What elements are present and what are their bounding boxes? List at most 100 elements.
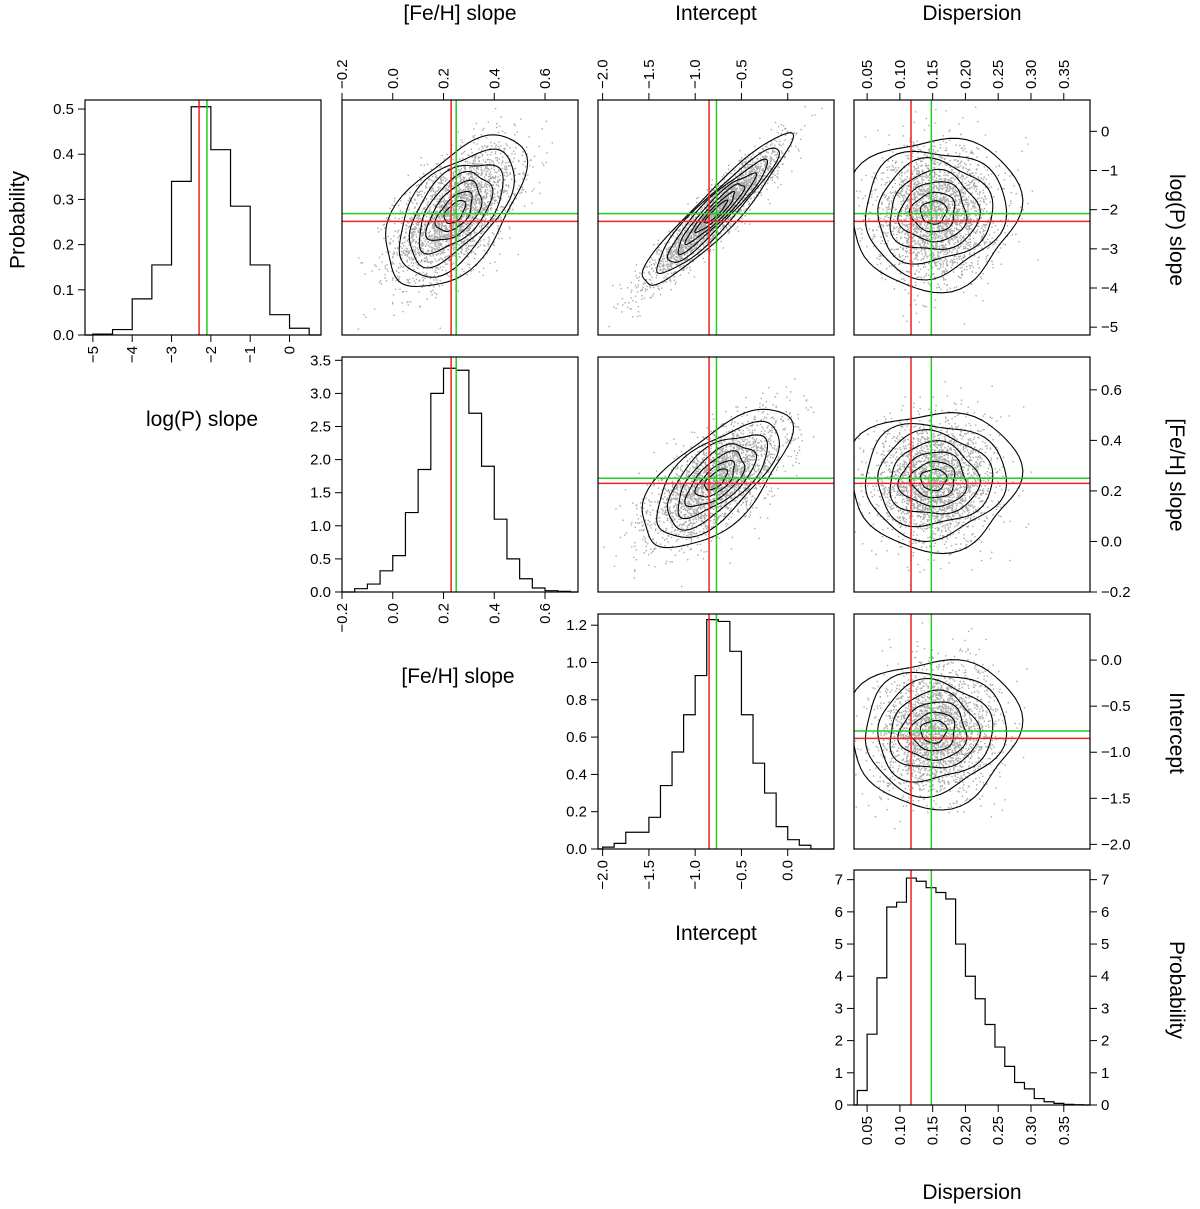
scatter-point: [480, 213, 482, 216]
scatter-point: [668, 265, 671, 268]
scatter-point: [475, 201, 477, 203]
scatter-point: [461, 217, 463, 219]
scatter-point: [438, 182, 440, 184]
scatter-point: [690, 236, 693, 238]
scatter-point: [436, 233, 439, 235]
hist-dispersion-ytick-label: 4: [835, 968, 843, 985]
scatter-point: [757, 165, 759, 168]
scatter-point: [700, 248, 702, 251]
scatter-point: [673, 276, 676, 278]
scatter-point: [432, 224, 434, 226]
scatter-point: [746, 180, 748, 182]
scatter-point: [440, 196, 443, 198]
scatter-point: [475, 163, 477, 165]
scatter-point: [621, 311, 623, 313]
scatter-point: [374, 264, 376, 266]
scatter-point: [411, 233, 414, 235]
scatter-point: [514, 124, 517, 127]
scatter-point: [730, 196, 733, 198]
scatter-point: [357, 328, 360, 330]
scatter-point: [470, 148, 472, 150]
scatter-point: [481, 198, 484, 201]
scatter-point: [719, 201, 722, 204]
scatter-point: [497, 228, 499, 230]
scatter-point: [673, 245, 675, 248]
scatter-point: [729, 225, 732, 228]
scatter-point: [728, 195, 730, 197]
scatter-point: [462, 242, 465, 244]
scatter-point: [654, 259, 656, 261]
scatter-point: [434, 198, 436, 201]
scatter-point: [485, 217, 487, 220]
scatter-point: [699, 206, 702, 208]
scatter-point: [460, 241, 463, 243]
scatter-point: [474, 157, 476, 159]
scatter-point: [725, 196, 728, 198]
scatter-point: [709, 219, 712, 221]
scatter-point: [441, 193, 443, 195]
scatter-point: [531, 202, 533, 204]
scatter-point: [420, 239, 422, 242]
scatter-point: [441, 251, 443, 253]
scatter-point: [752, 167, 754, 169]
scatter-point: [499, 189, 502, 192]
scatter-point: [779, 144, 781, 146]
scatter-point: [415, 278, 418, 281]
scatter-point: [378, 281, 381, 284]
scatter-point: [532, 166, 534, 168]
scatter-point: [469, 162, 471, 164]
scatter-point: [759, 187, 762, 189]
scatter-point: [440, 204, 442, 207]
scatter-point: [679, 258, 681, 260]
scatter-point: [678, 266, 681, 269]
scatter-point: [459, 169, 461, 171]
scatter-point: [771, 143, 773, 145]
scatter-point: [434, 216, 436, 219]
scatter-point: [678, 249, 680, 252]
scatter-point: [496, 156, 499, 159]
scatter-point: [469, 207, 471, 210]
scatter-point: [713, 211, 715, 213]
scatter-point: [490, 176, 492, 179]
scatter-point: [425, 182, 428, 184]
scatter-point: [737, 178, 739, 180]
scatter-point: [725, 188, 727, 190]
scatter-point: [748, 163, 751, 166]
scatter-point: [473, 168, 475, 170]
scatter-point: [473, 128, 475, 130]
scatter-point: [751, 163, 753, 166]
scatter-point: [501, 130, 504, 132]
scatter-point: [770, 128, 772, 131]
scatter-point: [439, 236, 442, 238]
scatter-point: [390, 238, 392, 240]
scatter-point: [737, 230, 740, 232]
scatter-point: [458, 222, 461, 225]
scatter-point: [406, 255, 408, 257]
hist-fe-h-slope-xtick-label: −0.2: [334, 603, 351, 633]
scatter-point: [456, 224, 459, 226]
scatter-point: [499, 192, 502, 195]
scatter-point: [692, 223, 695, 225]
scatter-point: [440, 226, 443, 228]
scatter-point: [513, 139, 515, 142]
scatter-point: [443, 209, 445, 211]
scatter-point: [485, 174, 487, 176]
scatter-point: [431, 186, 433, 189]
hist-intercept-ytick-label: 0.0: [566, 841, 587, 858]
scatter-point: [681, 269, 684, 272]
scatter-point: [493, 214, 495, 217]
scatter-point: [727, 191, 729, 194]
scatter-point: [439, 187, 441, 189]
scatter-point: [447, 259, 450, 261]
scatter-point: [443, 204, 445, 207]
scatter-point: [496, 159, 498, 161]
scatter-point: [642, 286, 644, 289]
scatter-point: [786, 131, 789, 134]
scatter-point: [746, 194, 748, 196]
scatter-point: [665, 253, 668, 256]
scatter-point: [433, 236, 435, 238]
scatter-point: [416, 247, 419, 249]
scatter-point: [745, 198, 747, 201]
scatter-point: [474, 206, 477, 208]
scatter-point: [466, 252, 469, 254]
